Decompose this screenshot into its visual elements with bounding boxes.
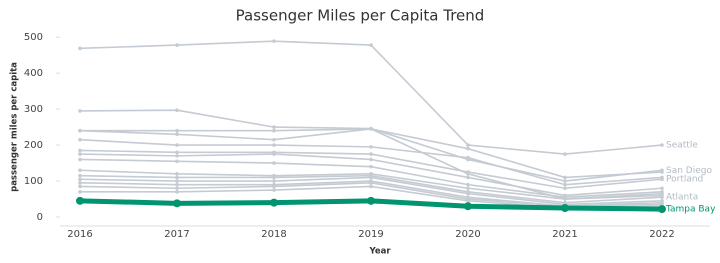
data-point bbox=[272, 137, 276, 142]
data-point bbox=[660, 170, 664, 174]
data-point bbox=[173, 199, 181, 208]
data-point bbox=[563, 182, 567, 187]
data-point bbox=[660, 195, 664, 200]
data-point bbox=[78, 137, 82, 142]
data-point bbox=[78, 181, 82, 185]
data-point bbox=[466, 199, 470, 203]
data-point bbox=[658, 205, 666, 214]
data-point bbox=[272, 152, 276, 156]
data-point bbox=[175, 159, 179, 164]
data-point bbox=[660, 143, 664, 147]
x-tick-label: 2019 bbox=[358, 229, 383, 240]
data-point bbox=[272, 175, 276, 180]
data-point bbox=[78, 109, 82, 113]
data-point bbox=[272, 184, 276, 189]
series-label: Tampa Bay bbox=[665, 205, 716, 215]
data-point bbox=[367, 196, 375, 205]
data-point bbox=[78, 184, 82, 189]
data-point bbox=[175, 172, 179, 176]
data-point bbox=[175, 186, 179, 191]
data-point bbox=[175, 179, 179, 183]
x-tick-label: 2018 bbox=[261, 229, 286, 240]
y-tick-label: 400 bbox=[24, 68, 43, 79]
series-label: Portland bbox=[666, 175, 703, 185]
data-point bbox=[563, 186, 567, 191]
data-point bbox=[78, 157, 82, 162]
data-point bbox=[175, 43, 179, 47]
data-point bbox=[175, 108, 179, 112]
data-point bbox=[369, 157, 373, 162]
data-point bbox=[272, 125, 276, 129]
data-point bbox=[466, 191, 470, 196]
data-point bbox=[272, 143, 276, 147]
data-point bbox=[369, 184, 373, 189]
data-point bbox=[175, 150, 179, 155]
data-point bbox=[466, 186, 470, 191]
data-point bbox=[78, 128, 82, 133]
data-point bbox=[466, 146, 470, 151]
y-axis-title: passenger miles per capita bbox=[10, 62, 20, 192]
data-point bbox=[563, 152, 567, 156]
data-point bbox=[78, 190, 82, 194]
data-point bbox=[78, 148, 82, 153]
data-point bbox=[369, 145, 373, 149]
data-point bbox=[272, 161, 276, 165]
data-point bbox=[369, 152, 373, 156]
data-point bbox=[466, 175, 470, 180]
y-tick-label: 500 bbox=[24, 32, 43, 43]
y-tick-label: 0 bbox=[37, 212, 43, 223]
x-tick-label: 2017 bbox=[164, 229, 189, 240]
x-tick-label: 2022 bbox=[649, 229, 674, 240]
data-point bbox=[272, 179, 276, 183]
data-point bbox=[175, 128, 179, 133]
data-point bbox=[175, 182, 179, 187]
data-point bbox=[660, 191, 664, 196]
data-point bbox=[660, 186, 664, 191]
data-point bbox=[369, 127, 373, 131]
y-tick-label: 100 bbox=[24, 176, 43, 187]
chart-title: Passenger Miles per Capita Trend bbox=[236, 7, 485, 25]
y-tick-label: 200 bbox=[24, 140, 43, 151]
data-point bbox=[466, 155, 470, 160]
x-tick-label: 2020 bbox=[455, 229, 480, 240]
data-point bbox=[563, 179, 567, 183]
data-point bbox=[563, 197, 567, 201]
data-point bbox=[78, 177, 82, 182]
data-point bbox=[369, 164, 373, 169]
data-point bbox=[78, 46, 82, 51]
data-point bbox=[369, 175, 373, 180]
series-label: San Diego bbox=[666, 166, 712, 176]
data-point bbox=[369, 181, 373, 185]
series-label: Seattle bbox=[666, 141, 698, 151]
data-point bbox=[466, 143, 470, 147]
data-point bbox=[270, 198, 278, 207]
data-point bbox=[563, 175, 567, 180]
data-point bbox=[76, 196, 84, 205]
x-axis-title: Year bbox=[368, 247, 391, 257]
data-point bbox=[272, 188, 276, 192]
data-point bbox=[272, 128, 276, 133]
data-point bbox=[175, 175, 179, 180]
data-point bbox=[78, 152, 82, 156]
data-point bbox=[78, 168, 82, 173]
data-point bbox=[175, 190, 179, 194]
x-tick-label: 2021 bbox=[552, 229, 577, 240]
data-point bbox=[272, 39, 276, 43]
data-point bbox=[466, 170, 470, 174]
series-line bbox=[79, 40, 663, 155]
data-point bbox=[466, 182, 470, 187]
data-point bbox=[78, 173, 82, 178]
data-point bbox=[464, 202, 472, 211]
data-point bbox=[175, 154, 179, 158]
data-point bbox=[175, 143, 179, 147]
y-tick-label: 300 bbox=[24, 104, 43, 115]
data-point bbox=[369, 43, 373, 47]
data-point bbox=[561, 204, 569, 213]
series-label: Atlanta bbox=[666, 193, 698, 203]
data-point bbox=[660, 177, 664, 182]
data-point bbox=[175, 132, 179, 137]
x-tick-label: 2016 bbox=[67, 229, 92, 240]
